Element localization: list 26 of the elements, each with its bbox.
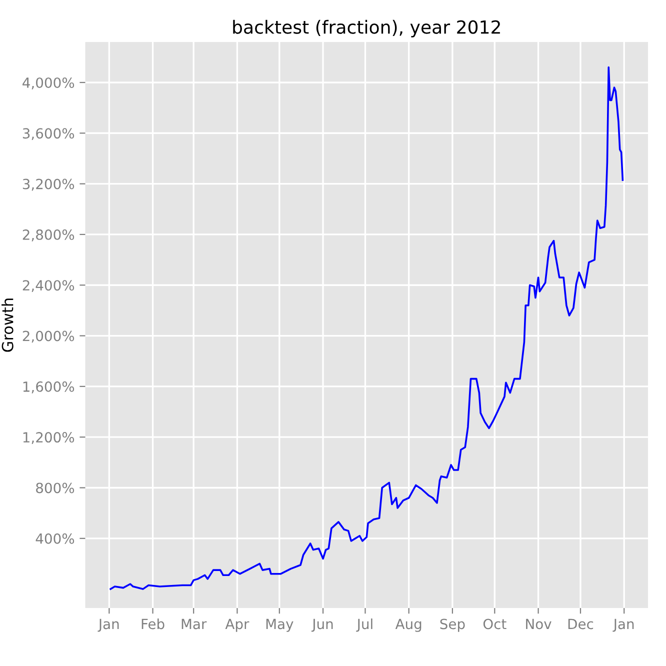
x-tick-label: Oct: [483, 618, 506, 630]
y-tick-label: 2,800%: [22, 229, 74, 242]
x-tick-label: Jan: [98, 618, 119, 632]
x-tick-label: Aug: [395, 618, 422, 632]
x-tick-label: May: [266, 618, 294, 632]
x-tick-label: Nov: [526, 618, 552, 630]
x-tick-label: Dec: [568, 618, 594, 630]
y-tick-label: 2,000%: [22, 330, 74, 343]
y-tick-label: 400%: [36, 533, 74, 544]
y-tick-label: 3,600%: [22, 128, 74, 140]
x-tick-label: Jan: [612, 618, 634, 632]
y-tick-label: 1,600%: [23, 381, 74, 394]
x-tick-label: Sep: [440, 618, 465, 632]
y-tick-label: 3,200%: [22, 178, 74, 191]
y-axis-title: Growth: [2, 298, 14, 352]
line-series: [110, 66, 624, 590]
x-tick-label: Jun: [311, 618, 333, 632]
y-tick-label: 1,200%: [23, 432, 74, 444]
x-tick-label: Feb: [142, 618, 164, 630]
x-tick-label: Apr: [225, 618, 250, 632]
y-tick-label: 800%: [36, 482, 74, 494]
x-tick-label: Mar: [182, 618, 207, 630]
y-tick-label: 2,400%: [22, 280, 74, 292]
x-tick-label: Jul: [356, 618, 372, 632]
chart-title: backtest (fraction), year 2012: [233, 20, 500, 38]
y-tick-label: 4,000%: [22, 77, 74, 90]
